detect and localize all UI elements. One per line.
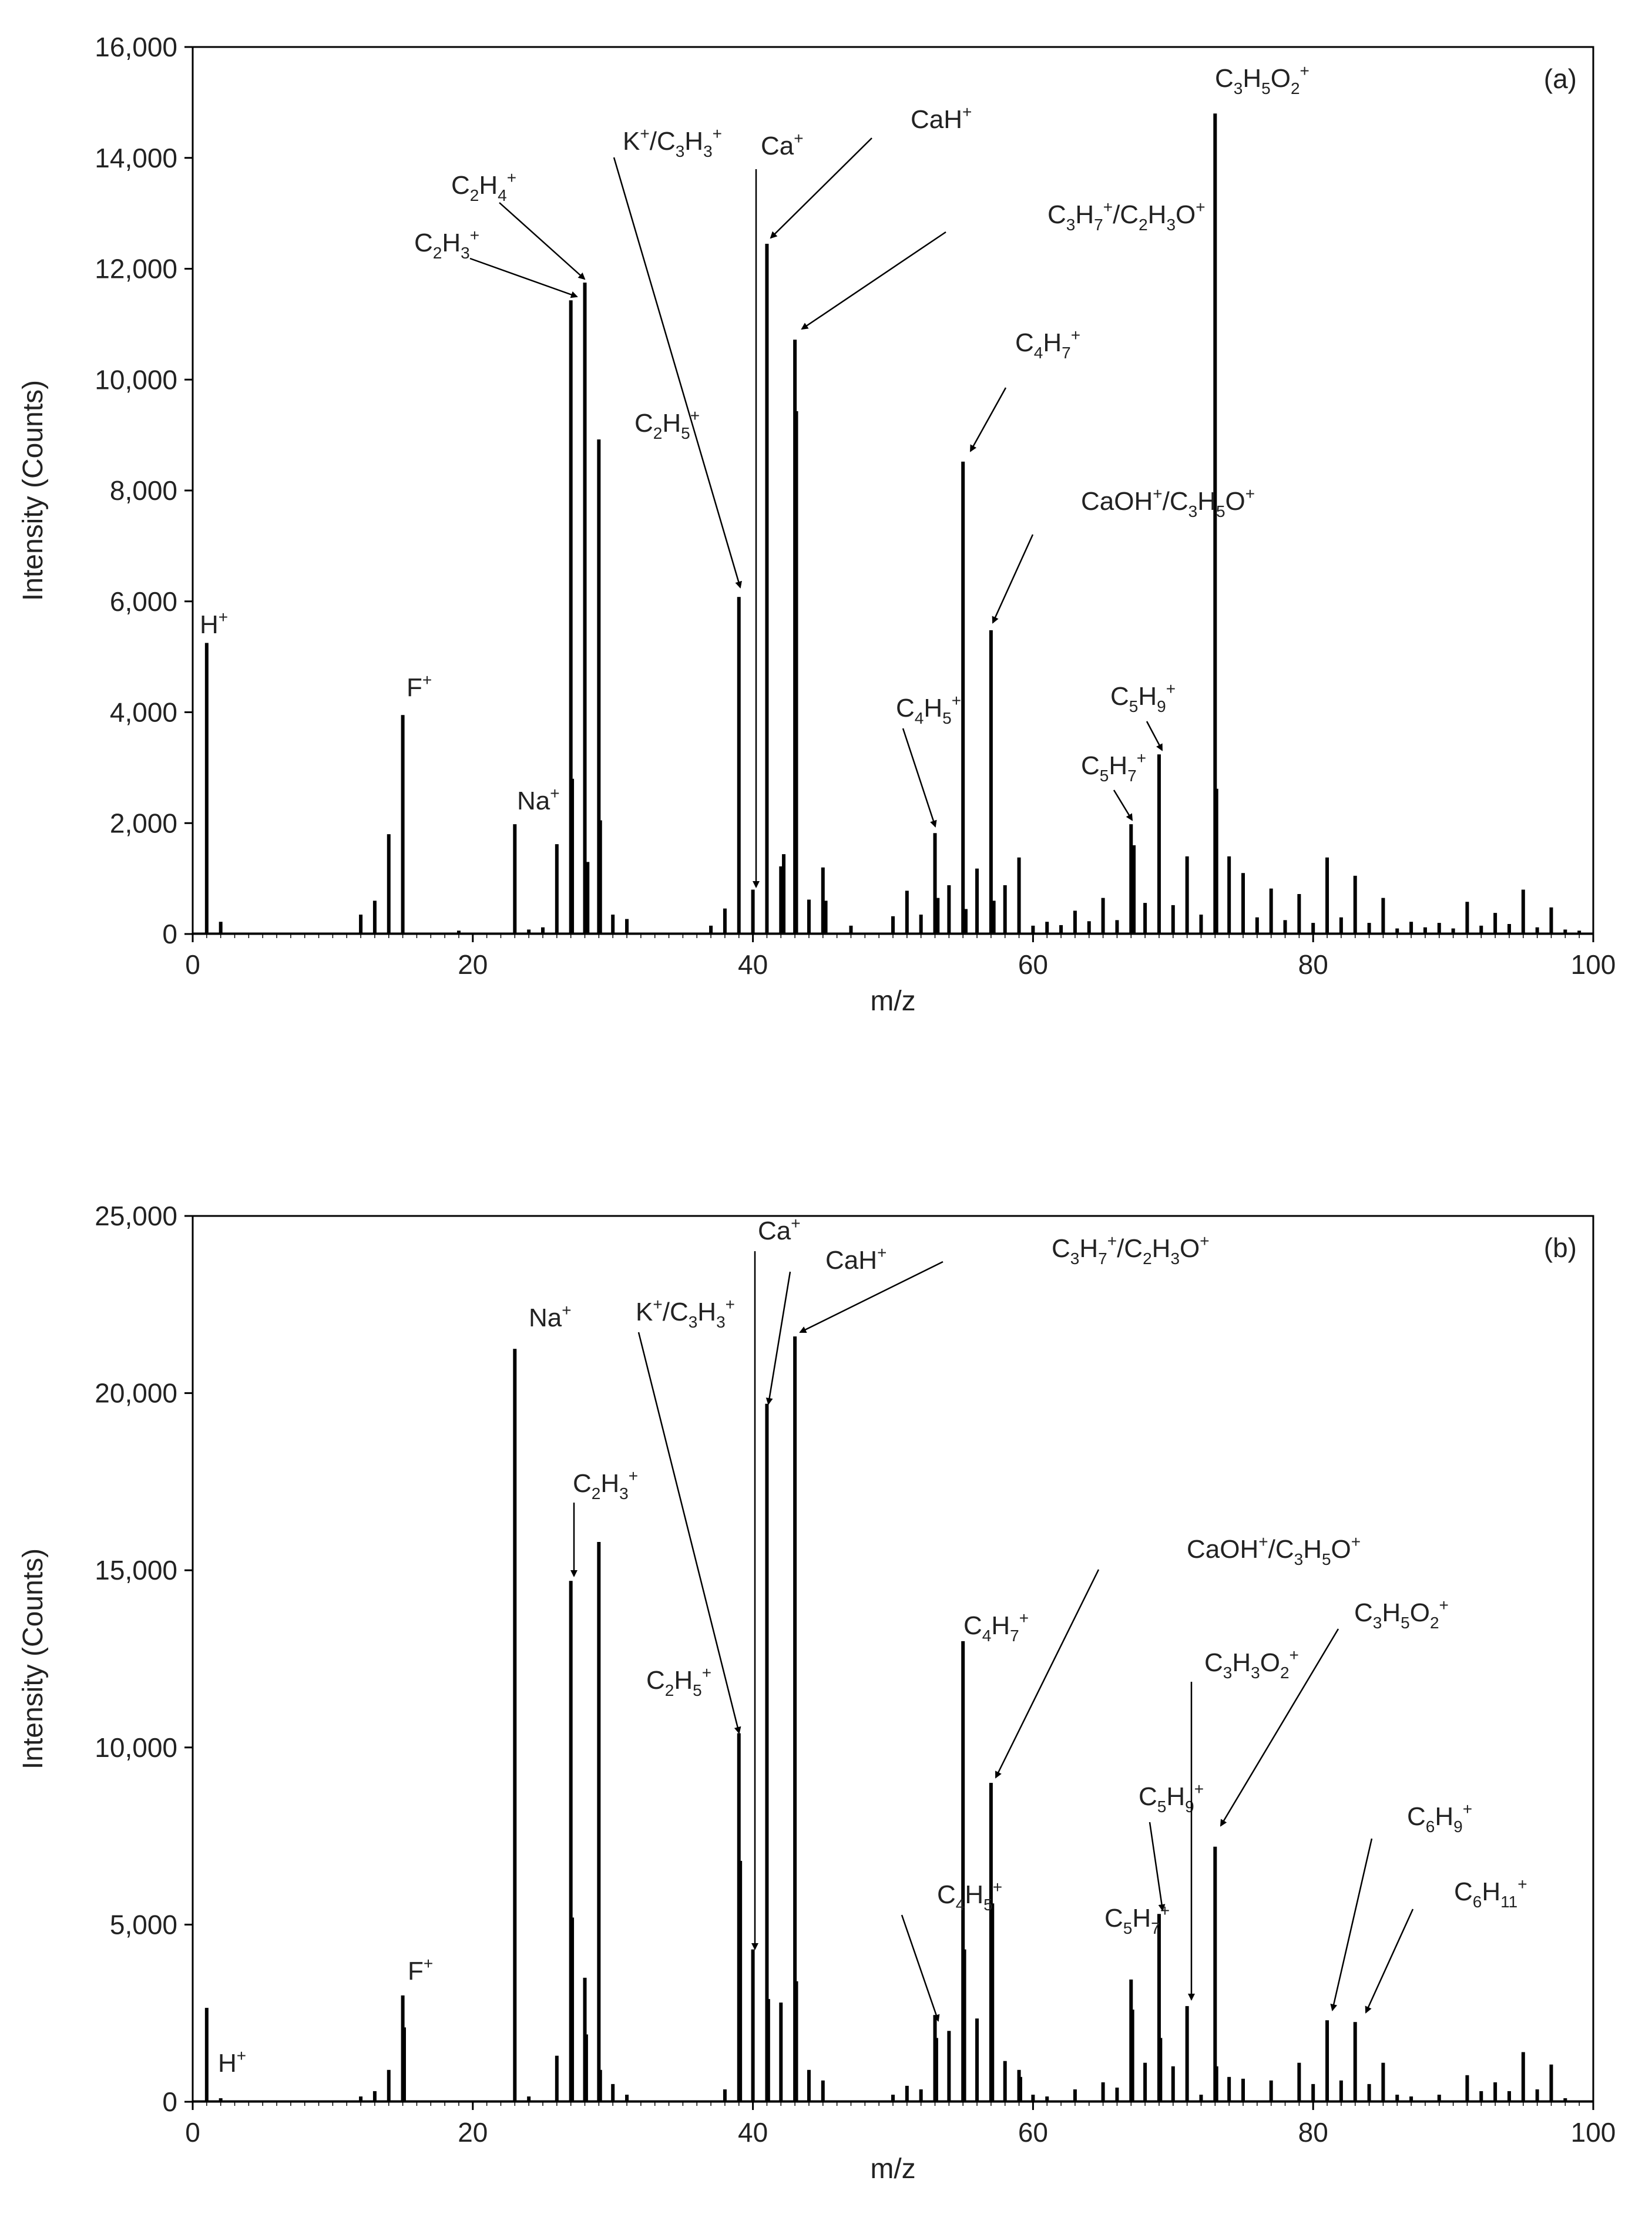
peak-annotation-label: C3H3O2+ [1204, 1646, 1299, 1682]
annotation-arrow [765, 1271, 791, 1405]
peak-annotation-label: H+ [200, 608, 228, 639]
panel-label: (a) [1544, 63, 1577, 94]
y-tick-label: 10,000 [95, 1732, 177, 1763]
x-tick-label: 0 [185, 2117, 200, 2148]
y-tick-label: 12,000 [95, 254, 177, 284]
peak-annotation-label: C2H3+ [414, 226, 479, 262]
annotation-arrow [1330, 1838, 1373, 2011]
y-tick-label: 0 [162, 919, 177, 949]
panel-label: (b) [1544, 1232, 1577, 1263]
x-tick-label: 60 [1018, 949, 1048, 980]
y-tick-label: 25,000 [95, 1201, 177, 1231]
peak-annotation-label: C3H5O2+ [1354, 1596, 1449, 1632]
annotation-arrow [613, 157, 742, 589]
x-tick-label: 60 [1018, 2117, 1048, 2148]
annotation-arrow [1113, 789, 1133, 821]
peak-annotation-label: CaH+ [911, 103, 972, 134]
panel-b: 0 5,000 10,000 15,000 20,000 25,000 0 20 40 60 80 1… [18, 1201, 1616, 2185]
y-tick-label: 20,000 [95, 1378, 177, 1409]
peak-annotation-label: F+ [408, 1954, 433, 1985]
y-tick-label: 16,000 [95, 32, 177, 62]
y-axis-label: Intensity (Counts) [18, 1548, 49, 1769]
annotation-arrow [1149, 1822, 1166, 1911]
annotation-arrow [1365, 1909, 1414, 2014]
y-tick-label: 2,000 [110, 808, 177, 838]
peak-annotation-label: CaOH+/C3H5O+ [1081, 485, 1255, 520]
peak-annotation-label: C5H7+ [1081, 749, 1146, 785]
peak-annotation-label: C5H7+ [1104, 1901, 1170, 1937]
x-tick-label: 20 [458, 2117, 488, 2148]
x-tick-label: 20 [458, 949, 488, 980]
peak-annotation-label: F+ [407, 671, 432, 702]
y-tick-label: 14,000 [95, 143, 177, 173]
peak-annotation-label: C4H5+ [896, 691, 961, 727]
y-tick-label: 4,000 [110, 697, 177, 728]
panel-a: 0 2,000 4,000 6,000 8,000 10,000 12,000 14,000 1… [18, 32, 1616, 1017]
y-tick-label: 0 [162, 2086, 177, 2117]
peak-annotation-label: Na+ [529, 1301, 572, 1332]
peak-annotation-label: C4H5+ [937, 1878, 1002, 1914]
y-axis-label: Intensity (Counts) [18, 380, 49, 601]
x-tick-label: 0 [185, 949, 200, 980]
plot-frame [192, 1215, 1594, 2103]
peak-annotation-label: H+ [218, 2047, 246, 2078]
peak-annotation-label: C4H7+ [963, 1609, 1029, 1645]
x-axis-label: m/z [870, 2153, 915, 2185]
peak-annotation-label: C2H4+ [451, 169, 516, 204]
annotation-arrow [637, 1332, 741, 1734]
x-tick-label: 100 [1571, 949, 1616, 980]
x-tick-label: 40 [738, 949, 768, 980]
peak-annotation-label: C4H7+ [1015, 326, 1080, 362]
x-tick-label: 80 [1298, 949, 1328, 980]
peak-annotation-label: C3H7+/C2H3O+ [1047, 198, 1206, 234]
peak-annotation-label: Ca+ [761, 129, 804, 160]
peak-annotation-label: C5H9+ [1139, 1780, 1204, 1816]
peak-annotation-label: Ca+ [758, 1214, 801, 1245]
peak-annotation-label: C5H9+ [1110, 680, 1176, 715]
annotation-arrow [801, 231, 946, 330]
peak-annotation-label: CaH+ [825, 1244, 887, 1275]
annotation-arrow [770, 137, 872, 239]
annotation-arrow [799, 1261, 943, 1333]
x-tick-label: 40 [738, 2117, 768, 2148]
y-tick-label: 8,000 [110, 475, 177, 506]
x-tick-label: 80 [1298, 2117, 1328, 2148]
peak-annotation-label: C6H11+ [1454, 1875, 1527, 1911]
annotation-arrow [995, 1569, 1100, 1779]
annotation-arrow [969, 387, 1007, 452]
x-tick-label: 100 [1571, 2117, 1616, 2148]
peak-annotation-label: CaOH+/C3H5O+ [1187, 1533, 1361, 1568]
peak-annotation-label: K+/C3H3+ [636, 1295, 735, 1331]
annotation-arrow [992, 534, 1034, 624]
annotation-arrow [469, 257, 578, 298]
peak-annotation-label: C2H3+ [573, 1467, 638, 1503]
annotation-arrow [902, 728, 937, 828]
x-axis-label: m/z [870, 986, 915, 1017]
peak-annotation-label: C3H7+/C2H3O+ [1052, 1232, 1210, 1268]
peak-annotation-label: C3H5O2+ [1215, 62, 1309, 98]
peak-annotation-label: C6H9+ [1407, 1800, 1472, 1836]
y-tick-label: 10,000 [95, 364, 177, 395]
y-tick-label: 15,000 [95, 1555, 177, 1585]
annotation-arrow [499, 202, 586, 280]
annotation-arrow [1146, 721, 1163, 751]
peak-annotation-label: C2H5+ [646, 1664, 711, 1699]
annotation-arrow [901, 1914, 940, 2022]
annotation-arrow [1220, 1628, 1339, 1827]
y-tick-label: 5,000 [110, 1909, 177, 1940]
y-tick-label: 6,000 [110, 586, 177, 617]
peak-annotation-label: K+/C3H3+ [623, 125, 722, 160]
peak-annotation-label: C2H5+ [634, 406, 700, 442]
peak-annotation-label: Na+ [517, 784, 560, 815]
